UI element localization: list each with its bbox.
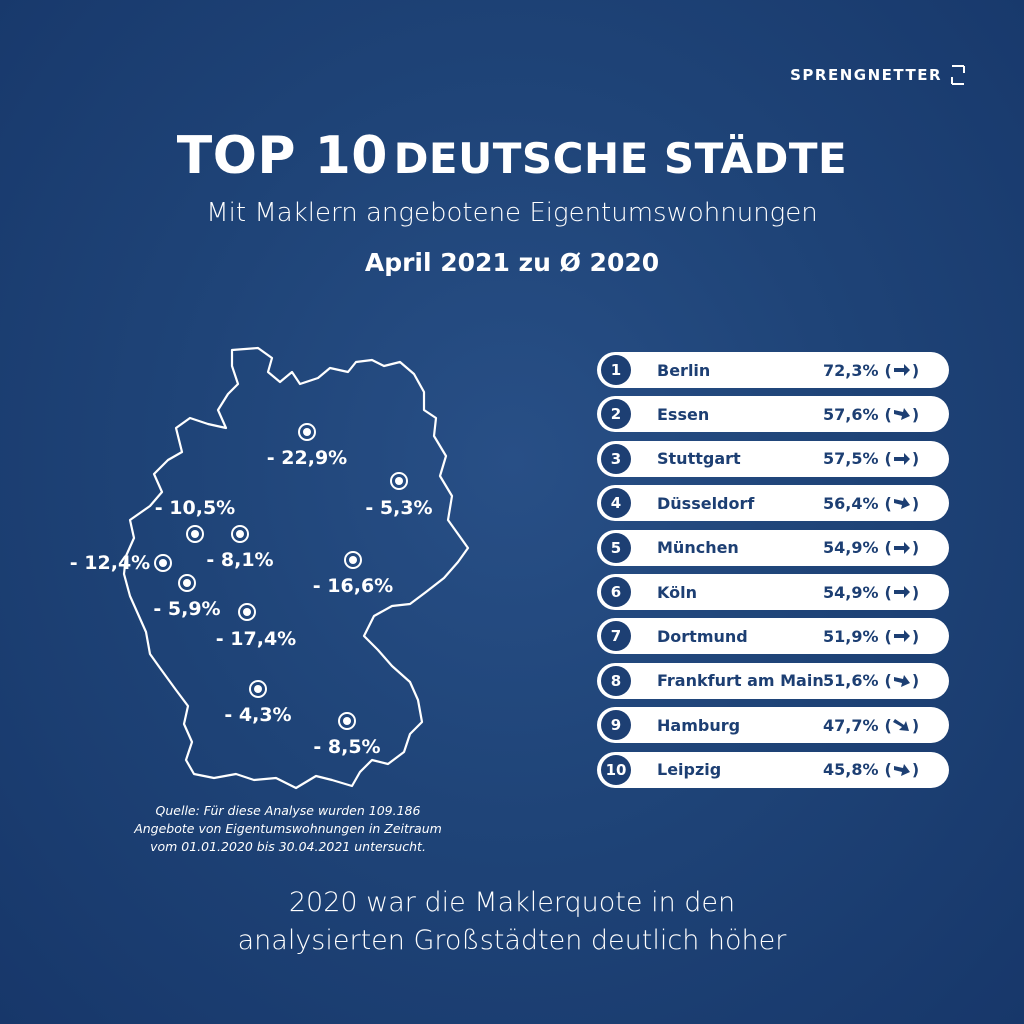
- trend-arrow-icon: (): [884, 582, 920, 602]
- rank-value: 54,9%: [823, 538, 879, 558]
- germany-map: - 22,9% - 5,3% - 10,5% - 8,1% - 12,4% - 16,6%…: [70, 346, 470, 790]
- footer-statement: 2020 war die Maklerquote in den analysie…: [0, 884, 1024, 960]
- source-note: Quelle: Für diese Analyse wurden 109.186…: [72, 802, 504, 856]
- map-marker-ring: [231, 525, 249, 543]
- map-marker-label: - 17,4%: [216, 628, 296, 650]
- source-line-2: Angebote von Eigentumswohnungen in Zeitr…: [134, 821, 442, 836]
- trend-arrow-icon: (): [884, 715, 920, 735]
- map-marker-ring: [186, 525, 204, 543]
- table-row: 5 München 54,9%(): [597, 529, 949, 566]
- trend-arrow-icon: (): [884, 404, 920, 424]
- brand-name: SPRENGNETTER: [790, 66, 942, 84]
- table-row: 10 Leipzig 45,8%(): [597, 751, 949, 788]
- table-row: 6 Köln 54,9%(): [597, 574, 949, 610]
- map-marker-ring: [338, 712, 356, 730]
- period: April 2021 zu Ø 2020: [364, 248, 660, 277]
- rank-city: Dortmund: [657, 626, 748, 646]
- rank-value: 54,9%: [823, 582, 879, 602]
- map-marker-ring: [344, 551, 362, 569]
- map-marker-dot: [243, 608, 251, 616]
- rank-value: 56,4%: [823, 493, 879, 513]
- title-part2: DEUTSCHE STÄDTE: [393, 134, 848, 183]
- map-marker-dot: [236, 530, 244, 538]
- rank-value: 72,3%: [823, 360, 879, 380]
- rank-number: 6: [601, 577, 631, 607]
- map-marker-ring: [249, 680, 267, 698]
- footer-line-2: analysierten Großstädten deutlich höher: [237, 925, 787, 956]
- germany-outline: [122, 346, 470, 790]
- table-row: 4 Düsseldorf 56,4%(): [597, 485, 949, 522]
- rank-value: 47,7%: [823, 715, 879, 735]
- brand-logo: SPRENGNETTER: [790, 64, 966, 86]
- map-marker-ring: [154, 554, 172, 572]
- table-row: 9 Hamburg 47,7%(): [597, 707, 949, 744]
- map-marker-label: - 12,4%: [70, 552, 150, 574]
- rank-value: 57,6%: [823, 404, 879, 424]
- map-marker-label: - 16,6%: [313, 575, 393, 597]
- brand-mark-icon: [951, 65, 965, 85]
- map-marker-dot: [395, 477, 403, 485]
- rank-number: 5: [601, 532, 631, 563]
- map-marker-label: - 8,1%: [206, 549, 273, 571]
- rank-city: Köln: [657, 582, 697, 602]
- map-marker-label: - 22,9%: [267, 447, 347, 469]
- trend-arrow-icon: (): [884, 760, 920, 780]
- table-row: 3 Stuttgart 57,5%(): [597, 440, 949, 477]
- trend-arrow-icon: (): [884, 449, 920, 469]
- rank-number: 7: [601, 621, 631, 652]
- map-marker-ring: [238, 603, 256, 621]
- map-marker-dot: [191, 530, 199, 538]
- source-line-1: Quelle: Für diese Analyse wurden 109.186: [155, 803, 421, 818]
- rank-number: 10: [601, 754, 631, 785]
- rank-number: 1: [601, 355, 631, 385]
- page-title: TOP 10 DEUTSCHE STÄDTE: [0, 126, 1024, 186]
- rank-city: Hamburg: [657, 715, 741, 735]
- rank-value: 45,8%: [823, 760, 879, 780]
- map-marker-dot: [303, 428, 311, 436]
- rank-city: Düsseldorf: [657, 493, 755, 513]
- rank-number: 3: [601, 443, 631, 474]
- rank-value: 51,9%: [823, 626, 879, 646]
- map-marker-label: - 10,5%: [155, 497, 235, 519]
- map-marker-ring: [178, 574, 196, 592]
- rank-city: Stuttgart: [657, 449, 741, 469]
- rank-city: Frankfurt am Main: [657, 671, 824, 691]
- map-marker-label: - 8,5%: [313, 736, 380, 758]
- rank-city: Leipzig: [657, 760, 722, 780]
- rank-city: Essen: [657, 404, 710, 424]
- map-marker-dot: [183, 579, 191, 587]
- rank-number: 2: [601, 399, 631, 430]
- subtitle: Mit Maklern angebotene Eigentumswohnunge…: [206, 198, 818, 228]
- rank-number: 8: [601, 665, 631, 696]
- trend-arrow-icon: (): [884, 493, 920, 513]
- map-marker-ring: [298, 423, 316, 441]
- table-row: 8 Frankfurt am Main 51,6%(): [597, 662, 949, 699]
- rank-value: 57,5%: [823, 449, 879, 469]
- source-line-3: vom 01.01.2020 bis 30.04.2021 untersucht…: [150, 839, 426, 854]
- map-marker-label: - 5,9%: [153, 598, 220, 620]
- map-marker-dot: [343, 717, 351, 725]
- rank-city: Berlin: [657, 360, 711, 380]
- table-row: 1 Berlin 72,3%(): [597, 352, 949, 388]
- trend-arrow-icon: (): [884, 360, 920, 380]
- trend-arrow-icon: (): [884, 538, 920, 558]
- title-part1: TOP 10: [176, 126, 388, 186]
- footer-line-1: 2020 war die Maklerquote in den: [288, 887, 736, 918]
- map-marker-dot: [159, 559, 167, 567]
- rank-city: München: [657, 538, 739, 558]
- trend-arrow-icon: (): [884, 626, 920, 646]
- map-marker-ring: [390, 472, 408, 490]
- table-row: 7 Dortmund 51,9%(): [597, 618, 949, 655]
- trend-arrow-icon: (): [884, 671, 920, 691]
- map-marker-label: - 5,3%: [365, 497, 432, 519]
- map-marker-dot: [349, 556, 357, 564]
- rank-value: 51,6%: [823, 671, 879, 691]
- table-row: 2 Essen 57,6%(): [597, 396, 949, 433]
- rank-number: 9: [601, 710, 631, 741]
- rank-number: 4: [601, 488, 631, 519]
- map-marker-label: - 4,3%: [224, 704, 291, 726]
- map-marker-dot: [254, 685, 262, 693]
